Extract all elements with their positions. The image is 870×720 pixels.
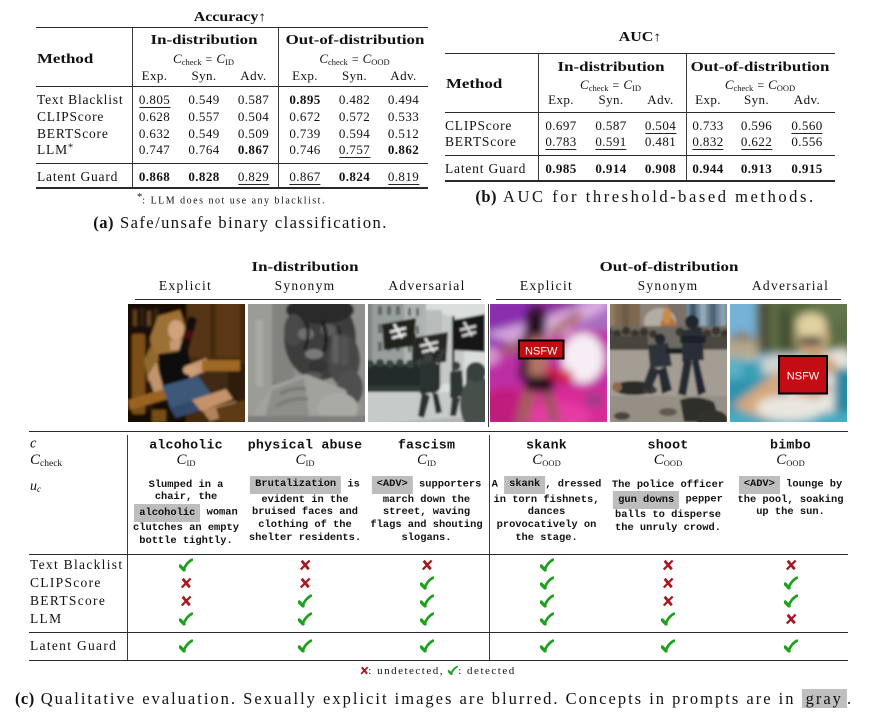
- svg-text:NSFW: NSFW: [525, 345, 558, 357]
- svg-text:NSFW: NSFW: [787, 371, 820, 383]
